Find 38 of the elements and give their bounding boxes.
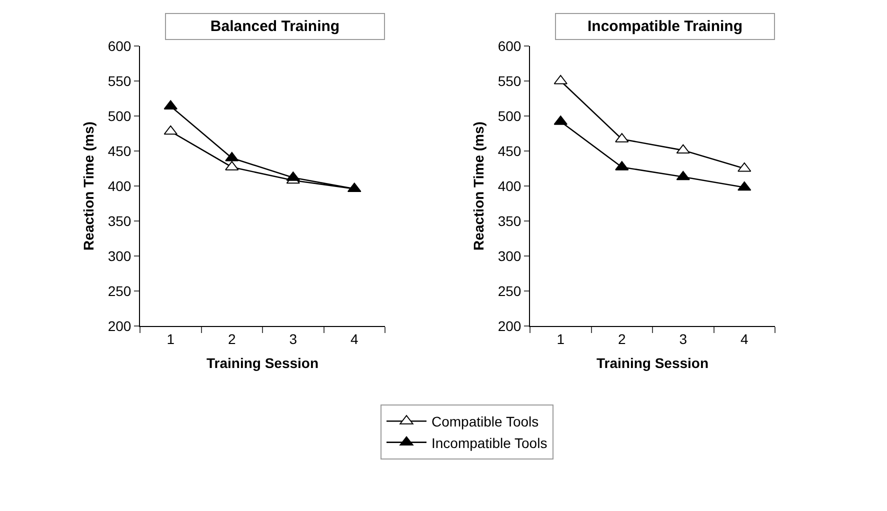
point	[676, 170, 690, 180]
y-tick-label: 300	[498, 248, 522, 264]
x-tick-label: 3	[289, 330, 298, 347]
x-axis-title: Training Session	[596, 355, 709, 372]
y-axis-title: Reaction Time (ms)	[80, 122, 96, 250]
legend-label: Incompatible Tools	[432, 434, 548, 451]
x-axis-title: Training Session	[206, 355, 319, 372]
x-tick-label: 1	[556, 330, 565, 347]
y-tick-label: 300	[108, 248, 132, 264]
y-tick-label: 550	[498, 72, 522, 89]
y-tick-label: 400	[498, 178, 522, 194]
chart-title: Incompatible Training	[587, 18, 743, 35]
legend-label: Compatible Tools	[432, 414, 539, 430]
y-tick-label: 350	[498, 212, 522, 229]
point	[676, 144, 690, 154]
y-tick-label: 200	[498, 318, 522, 334]
y-tick-label: 400	[108, 178, 132, 194]
y-tick-label: 600	[108, 38, 132, 54]
y-tick-label: 450	[498, 142, 522, 159]
x-tick-label: 2	[228, 330, 236, 347]
y-axis-title: Reaction Time (ms)	[470, 122, 486, 250]
y-tick-label: 250	[498, 282, 522, 299]
x-tick-label: 4	[740, 330, 748, 347]
point	[738, 181, 752, 191]
point	[164, 125, 178, 135]
x-tick-label: 1	[166, 330, 175, 347]
y-tick-label: 600	[498, 38, 522, 54]
y-tick-label: 550	[108, 72, 132, 89]
y-tick-label: 450	[108, 142, 132, 159]
y-tick-label: 200	[108, 318, 132, 334]
y-tick-label: 350	[108, 212, 132, 229]
x-tick-label: 3	[679, 330, 688, 347]
y-tick-label: 500	[498, 108, 522, 124]
x-tick-label: 2	[618, 330, 626, 347]
chart-title: Balanced Training	[210, 18, 340, 35]
x-tick-label: 4	[350, 330, 358, 347]
y-tick-label: 250	[108, 282, 132, 299]
y-tick-label: 500	[108, 108, 132, 124]
